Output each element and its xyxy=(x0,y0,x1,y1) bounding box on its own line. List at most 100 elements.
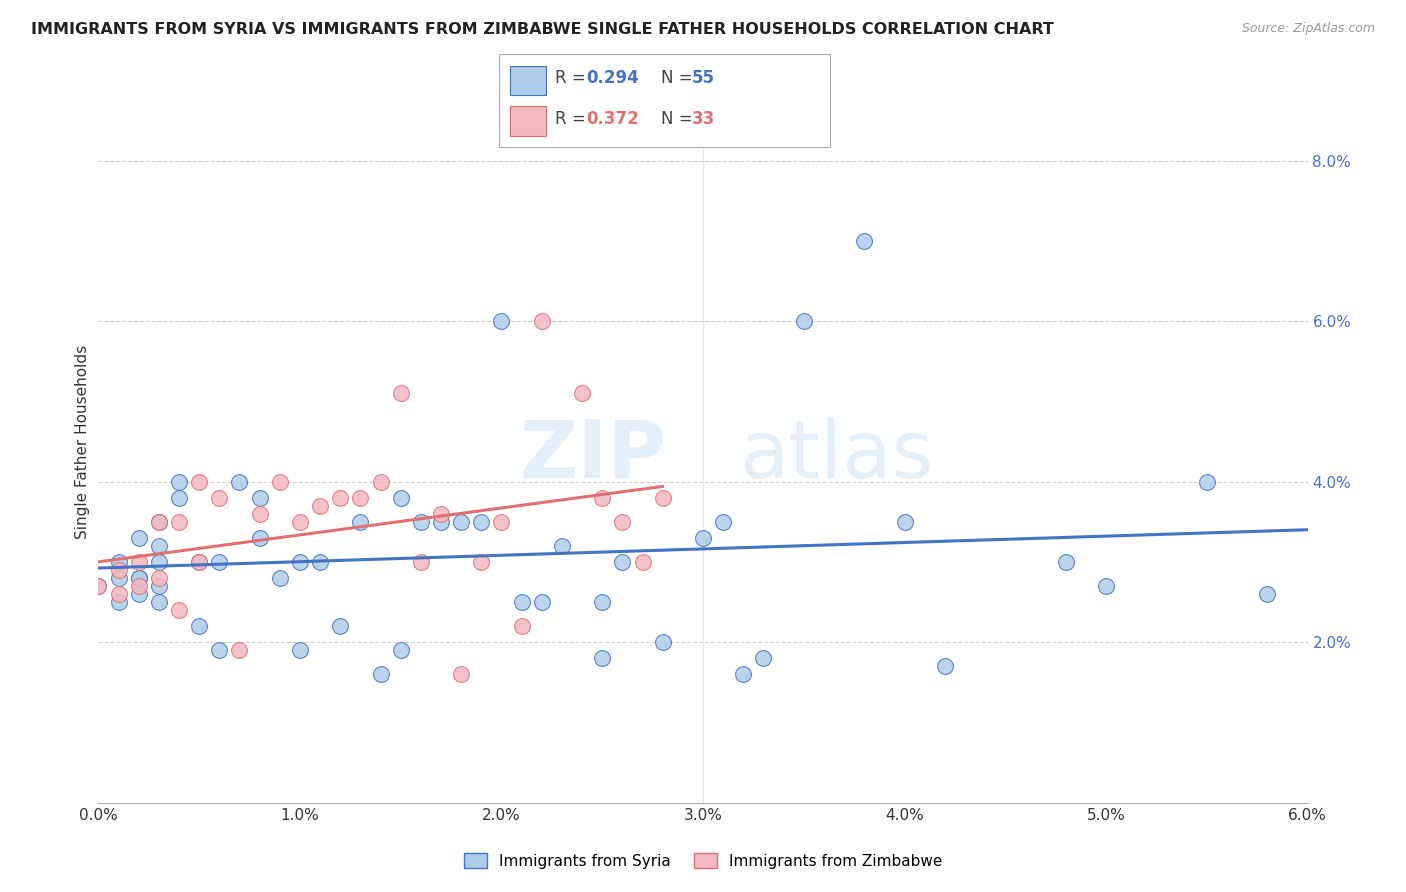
Point xyxy=(148,595,170,609)
Legend: Immigrants from Syria, Immigrants from Zimbabwe: Immigrants from Syria, Immigrants from Z… xyxy=(458,847,948,875)
Point xyxy=(148,555,170,569)
Point xyxy=(188,475,211,489)
Y-axis label: Single Father Households: Single Father Households xyxy=(75,344,90,539)
Point xyxy=(409,555,432,569)
Point xyxy=(107,595,129,609)
Point xyxy=(430,515,453,529)
Point xyxy=(148,515,170,529)
Point xyxy=(530,314,553,328)
Point xyxy=(128,555,150,569)
Point xyxy=(249,507,271,521)
Text: 55: 55 xyxy=(692,70,714,87)
Point xyxy=(450,667,472,681)
Point xyxy=(107,587,129,601)
Point xyxy=(269,571,291,585)
Point xyxy=(167,515,190,529)
Point xyxy=(87,579,110,593)
Point xyxy=(349,491,371,505)
Point xyxy=(188,619,211,633)
Text: 33: 33 xyxy=(692,110,716,128)
Point xyxy=(1256,587,1278,601)
Point xyxy=(148,515,170,529)
Text: 0.372: 0.372 xyxy=(586,110,640,128)
Point xyxy=(692,531,714,545)
Point xyxy=(288,555,311,569)
Point xyxy=(591,651,613,665)
Point xyxy=(208,555,231,569)
Point xyxy=(249,531,271,545)
Text: N =: N = xyxy=(661,110,697,128)
Point xyxy=(733,667,755,681)
Text: R =: R = xyxy=(555,110,592,128)
Point xyxy=(329,491,352,505)
Point xyxy=(309,555,332,569)
Point xyxy=(1054,555,1077,569)
Point xyxy=(128,571,150,585)
Point xyxy=(551,539,574,553)
Point xyxy=(389,386,412,401)
Text: IMMIGRANTS FROM SYRIA VS IMMIGRANTS FROM ZIMBABWE SINGLE FATHER HOUSEHOLDS CORRE: IMMIGRANTS FROM SYRIA VS IMMIGRANTS FROM… xyxy=(31,22,1054,37)
Point xyxy=(167,603,190,617)
Point xyxy=(87,579,110,593)
Point xyxy=(228,475,250,489)
Point xyxy=(128,571,150,585)
Point xyxy=(128,579,150,593)
Point xyxy=(188,555,211,569)
Point xyxy=(208,643,231,657)
Point xyxy=(651,491,673,505)
Point xyxy=(309,499,332,513)
Point xyxy=(793,314,815,328)
Point xyxy=(329,619,352,633)
Point xyxy=(370,475,392,489)
Point xyxy=(612,555,634,569)
Point xyxy=(288,515,311,529)
Point xyxy=(148,539,170,553)
Text: R =: R = xyxy=(555,70,592,87)
Point xyxy=(853,234,876,248)
Point xyxy=(752,651,775,665)
Point xyxy=(510,595,533,609)
Point xyxy=(107,571,129,585)
Point xyxy=(491,314,513,328)
Point xyxy=(208,491,231,505)
Point xyxy=(1195,475,1218,489)
Point xyxy=(228,643,250,657)
Text: N =: N = xyxy=(661,70,697,87)
Point xyxy=(711,515,734,529)
Point xyxy=(269,475,291,489)
Point xyxy=(128,587,150,601)
Point xyxy=(167,491,190,505)
Point xyxy=(409,515,432,529)
Text: atlas: atlas xyxy=(740,417,934,495)
Point xyxy=(107,555,129,569)
Point xyxy=(893,515,915,529)
Point xyxy=(430,507,453,521)
Point xyxy=(450,515,472,529)
Point xyxy=(389,491,412,505)
Point xyxy=(631,555,654,569)
Point xyxy=(591,595,613,609)
Point xyxy=(651,635,673,649)
Point xyxy=(934,659,956,673)
Point xyxy=(148,579,170,593)
Text: 0.294: 0.294 xyxy=(586,70,640,87)
Point xyxy=(612,515,634,529)
Point xyxy=(188,555,211,569)
Point xyxy=(349,515,371,529)
Point xyxy=(470,515,492,529)
Point xyxy=(249,491,271,505)
Point xyxy=(1095,579,1118,593)
Point xyxy=(128,531,150,545)
Point xyxy=(148,571,170,585)
Point xyxy=(571,386,593,401)
Point xyxy=(530,595,553,609)
Point xyxy=(389,643,412,657)
Point xyxy=(370,667,392,681)
Text: ZIP: ZIP xyxy=(519,417,666,495)
Point xyxy=(491,515,513,529)
Point xyxy=(167,475,190,489)
Point xyxy=(470,555,492,569)
Point xyxy=(288,643,311,657)
Point xyxy=(107,563,129,577)
Point xyxy=(591,491,613,505)
